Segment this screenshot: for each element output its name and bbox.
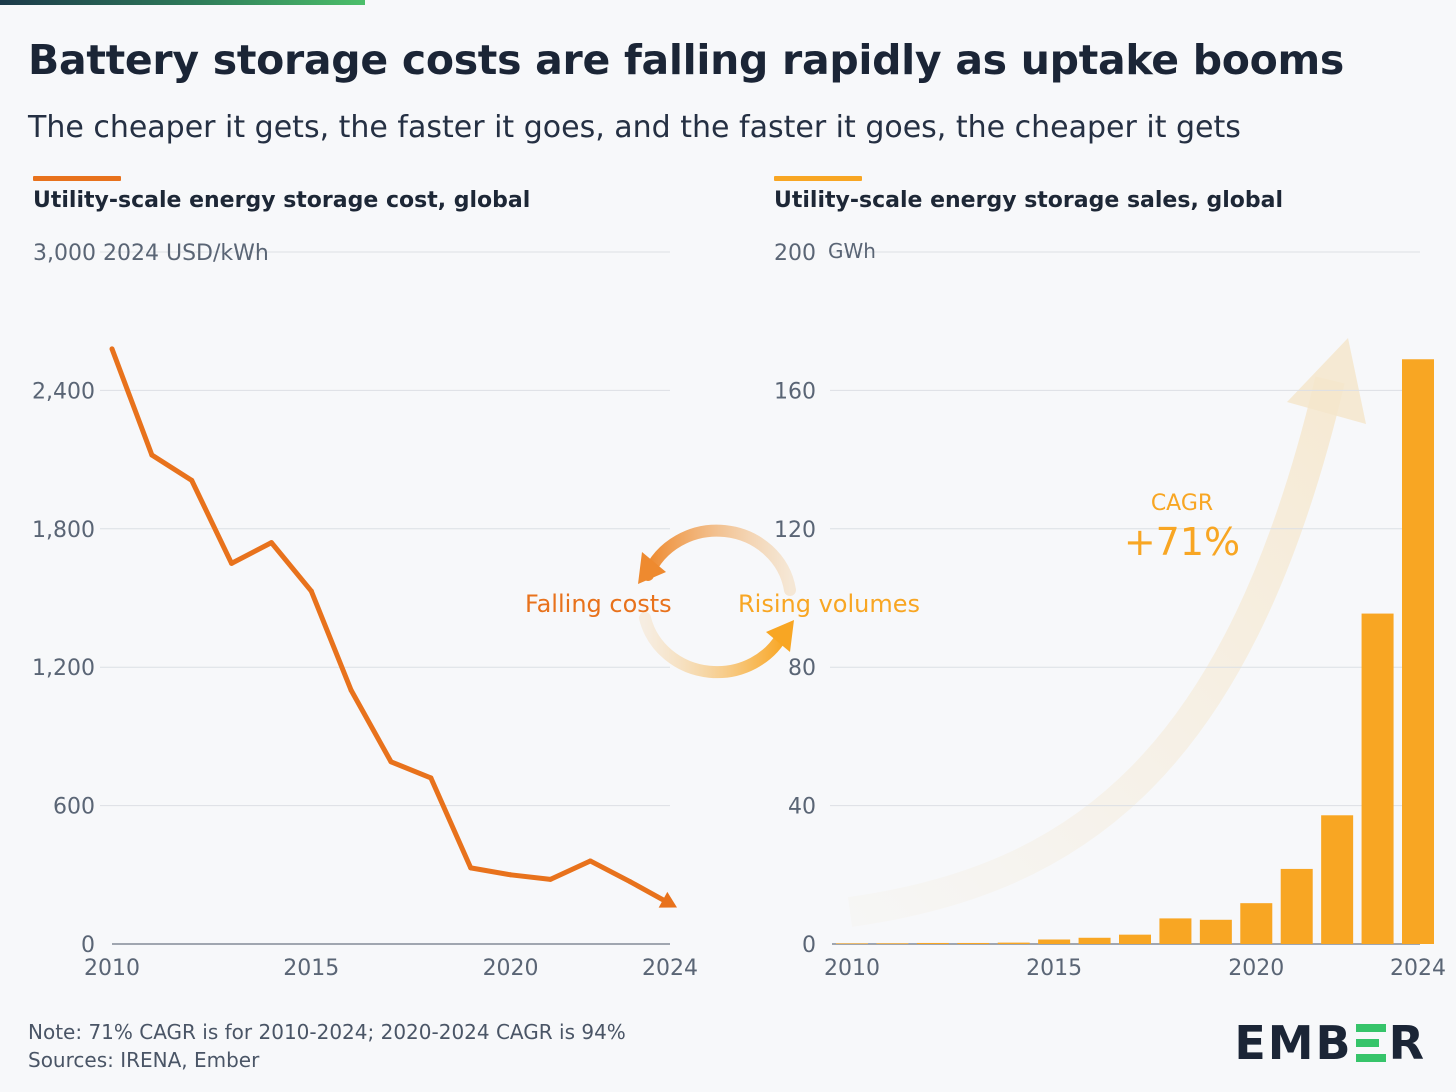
cagr-value: +71% <box>1123 520 1241 564</box>
sales-panel-title: Utility-scale energy storage sales, glob… <box>774 188 1283 213</box>
cost-data-point-2020 <box>508 872 514 878</box>
sales-ytick-label: 40 <box>788 795 816 820</box>
cagr-label-backdrop <box>1128 486 1238 568</box>
sales-bar-2023 <box>1361 613 1394 944</box>
cycle-arc-bottom <box>639 612 790 679</box>
footnote: Note: 71% CAGR is for 2010-2024; 2020-20… <box>28 1018 626 1074</box>
cycle-arrowhead-right <box>766 620 794 652</box>
logo-text-right: R <box>1388 1016 1426 1070</box>
falling-costs-label: Falling costs <box>525 590 672 618</box>
sales-legend-swatch <box>774 176 862 181</box>
cost-chart: 0 600 1,200 1,800 2,400 3,000 2024 USD/kWh 2010… <box>32 241 698 981</box>
sales-ytick-label: 80 <box>788 656 816 681</box>
cost-data-point-2015 <box>308 588 314 594</box>
cost-panel-title: Utility-scale energy storage cost, globa… <box>33 188 531 213</box>
sales-ytick-label: 200 <box>774 241 816 266</box>
sales-chart: 0 40 80 120 160 200 GWh 2010 2015 2020 2024 <box>774 239 1446 981</box>
cost-ytick-label: 600 <box>53 795 95 820</box>
cost-ytick-label: 3,000 <box>33 241 96 266</box>
cost-legend-swatch <box>33 176 121 181</box>
cost-data-point-2014 <box>268 540 274 546</box>
cost-xtick-label: 2020 <box>483 956 539 981</box>
sales-bar-2015 <box>1038 939 1071 944</box>
sales-xtick-label: 2020 <box>1228 956 1284 981</box>
cost-xtick-label: 2024 <box>642 956 698 981</box>
cost-data-point-2021 <box>547 876 553 882</box>
footnote-note: Note: 71% CAGR is for 2010-2024; 2020-20… <box>28 1020 626 1044</box>
cost-data-point-2013 <box>229 560 235 566</box>
cost-data-point-2010 <box>109 346 115 352</box>
cycle-graphic <box>638 524 796 679</box>
cost-data-point-2022 <box>587 858 593 864</box>
logo-e-mark <box>1355 1024 1386 1062</box>
cost-ytick-label: 2,400 <box>32 379 95 404</box>
sales-bar-2020 <box>1240 903 1273 944</box>
logo-text-left: EMB <box>1234 1016 1353 1070</box>
chart-title: Battery storage costs are falling rapidl… <box>28 36 1345 84</box>
cost-data-point-2018 <box>428 775 434 781</box>
cost-data-point-2012 <box>189 477 195 483</box>
cost-data-point-2011 <box>149 452 155 458</box>
sales-bar-2011 <box>876 943 909 944</box>
cost-data-point-2023 <box>627 879 633 885</box>
top-accent-bar <box>0 0 365 5</box>
chart-subtitle: The cheaper it gets, the faster it goes,… <box>28 110 1241 145</box>
sales-bar-2024 <box>1402 359 1434 944</box>
cost-xtick-label: 2010 <box>84 956 140 981</box>
cycle-arc-top <box>642 524 796 596</box>
sales-bar-2017 <box>1119 934 1151 944</box>
cost-data-point-2017 <box>388 759 394 765</box>
cost-yaxis-unit: 2024 USD/kWh <box>103 241 269 266</box>
sales-bar-2019 <box>1199 919 1232 944</box>
sales-bar-2022 <box>1321 815 1354 944</box>
cost-ytick-label: 0 <box>81 933 95 958</box>
cost-ytick-label: 1,800 <box>32 518 95 543</box>
footnote-sources: Sources: IRENA, Ember <box>28 1048 260 1072</box>
cost-ytick-label: 1,200 <box>32 656 95 681</box>
sales-bar-2010 <box>836 943 868 944</box>
sales-bar-2016 <box>1078 937 1111 944</box>
cost-series-line <box>109 348 672 906</box>
cagr-trend-arrow <box>847 376 1345 927</box>
sales-bar-2014 <box>997 942 1030 944</box>
sales-bar-2021 <box>1280 868 1313 944</box>
cycle-arrowhead-left <box>638 552 666 584</box>
sales-bar-2012 <box>916 942 949 944</box>
sales-bar-2018 <box>1159 918 1192 944</box>
sales-yaxis-unit: GWh <box>828 239 876 263</box>
sales-ytick-label: 0 <box>802 933 816 958</box>
sales-ytick-label: 160 <box>774 379 816 404</box>
cost-data-point-2019 <box>468 865 474 871</box>
cagr-label: CAGR <box>1150 491 1214 516</box>
rising-volumes-label: Rising volumes <box>738 590 921 618</box>
cost-xtick-label: 2015 <box>283 956 339 981</box>
sales-bar-2013 <box>957 942 990 944</box>
sales-xtick-label: 2015 <box>1026 956 1082 981</box>
sales-xtick-label: 2010 <box>824 956 880 981</box>
sales-xtick-label: 2024 <box>1390 956 1446 981</box>
cost-line-arrowhead <box>658 891 678 908</box>
ember-logo: EMB R <box>1234 1016 1426 1070</box>
sales-ytick-label: 120 <box>774 518 816 543</box>
cost-data-point-2016 <box>348 687 354 693</box>
cagr-trend-arrowhead <box>1287 338 1366 424</box>
